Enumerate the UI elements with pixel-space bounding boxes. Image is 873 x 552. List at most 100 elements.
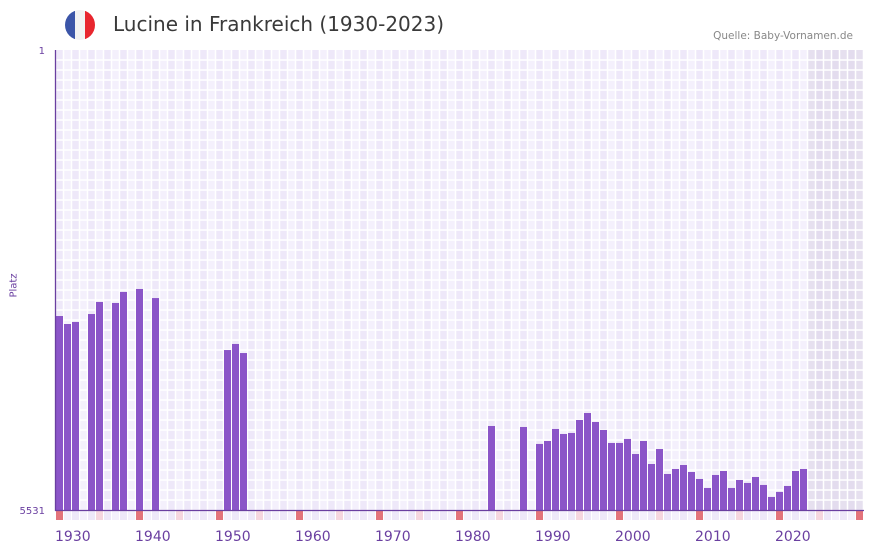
- bar-1988: [520, 426, 527, 510]
- year-marker: [576, 511, 583, 520]
- year-marker: [776, 511, 783, 520]
- year-marker: [96, 511, 103, 520]
- year-marker: [344, 511, 351, 520]
- x-tick-label: 1970: [375, 529, 411, 545]
- bar-2020: [776, 491, 783, 510]
- bar-1937: [112, 302, 119, 510]
- year-marker: [600, 511, 607, 520]
- bar-1998: [600, 429, 607, 510]
- bar-2010: [696, 478, 703, 510]
- year-marker: [112, 511, 119, 520]
- bar-1952: [232, 343, 239, 510]
- year-marker: [328, 511, 335, 520]
- year-marker: [656, 511, 663, 520]
- year-marker: [312, 511, 319, 520]
- year-marker: [184, 511, 191, 520]
- bar-1942: [152, 298, 159, 510]
- bar-1940: [136, 288, 143, 510]
- bar-1930: [56, 316, 63, 510]
- bar-2012: [712, 474, 719, 510]
- year-marker: [464, 511, 471, 520]
- bar-2023: [800, 468, 807, 510]
- bar-1984: [488, 425, 495, 510]
- year-marker: [56, 511, 63, 520]
- x-tick-label: 1930: [55, 529, 91, 545]
- year-marker: [72, 511, 79, 520]
- bar-1996: [584, 413, 591, 510]
- bar-2005: [656, 449, 663, 510]
- year-marker: [120, 511, 127, 520]
- year-marker: [216, 511, 223, 520]
- year-marker: [816, 511, 823, 520]
- bar-1990: [536, 443, 543, 510]
- year-marker: [224, 511, 231, 520]
- bar-1992: [552, 428, 559, 510]
- year-marker: [80, 511, 87, 520]
- year-marker: [696, 511, 703, 520]
- year-marker: [456, 511, 463, 520]
- year-marker: [616, 511, 623, 520]
- year-marker: [792, 511, 799, 520]
- bar-2013: [720, 470, 727, 510]
- year-marker: [728, 511, 735, 520]
- x-tick-label: 1980: [455, 529, 491, 545]
- year-marker: [408, 511, 415, 520]
- year-marker: [744, 511, 751, 520]
- year-marker: [64, 511, 71, 520]
- bar-2006: [664, 473, 671, 510]
- year-marker: [392, 511, 399, 520]
- year-marker: [736, 511, 743, 520]
- year-marker: [272, 511, 279, 520]
- year-marker: [280, 511, 287, 520]
- x-tick-label: 1960: [295, 529, 331, 545]
- year-marker: [808, 511, 815, 520]
- year-marker: [704, 511, 711, 520]
- year-marker: [712, 511, 719, 520]
- year-marker: [424, 511, 431, 520]
- year-marker: [352, 511, 359, 520]
- year-marker: [128, 511, 135, 520]
- bar-2000: [616, 442, 623, 510]
- year-marker: [752, 511, 759, 520]
- year-marker: [608, 511, 615, 520]
- year-marker: [680, 511, 687, 520]
- year-marker: [584, 511, 591, 520]
- bar-1994: [568, 432, 575, 510]
- bar-1997: [592, 421, 599, 510]
- year-marker: [800, 511, 807, 520]
- bar-2004: [648, 464, 655, 510]
- year-marker: [176, 511, 183, 520]
- year-marker: [552, 511, 559, 520]
- france-flag-icon: [65, 10, 95, 40]
- bar-2009: [688, 471, 695, 510]
- year-marker: [560, 511, 567, 520]
- year-marker: [536, 511, 543, 520]
- x-tick-label: 2010: [695, 529, 731, 545]
- bar-1951: [224, 350, 231, 510]
- year-marker: [256, 511, 263, 520]
- year-marker: [512, 511, 519, 520]
- year-marker: [824, 511, 831, 520]
- year-marker: [336, 511, 343, 520]
- bar-2015: [736, 479, 743, 510]
- bar-1953: [240, 353, 247, 510]
- year-marker: [144, 511, 151, 520]
- bar-1934: [88, 314, 95, 510]
- year-marker: [480, 511, 487, 520]
- year-marker: [592, 511, 599, 520]
- flag-blue: [65, 10, 75, 40]
- year-marker: [192, 511, 199, 520]
- year-marker: [768, 511, 775, 520]
- year-marker: [528, 511, 535, 520]
- year-marker: [760, 511, 767, 520]
- bar-1999: [608, 442, 615, 510]
- year-marker: [496, 511, 503, 520]
- year-marker: [544, 511, 551, 520]
- year-marker: [472, 511, 479, 520]
- year-marker: [104, 511, 111, 520]
- year-marker: [832, 511, 839, 520]
- x-tick-label: 2020: [775, 529, 811, 545]
- year-marker: [664, 511, 671, 520]
- year-marker: [672, 511, 679, 520]
